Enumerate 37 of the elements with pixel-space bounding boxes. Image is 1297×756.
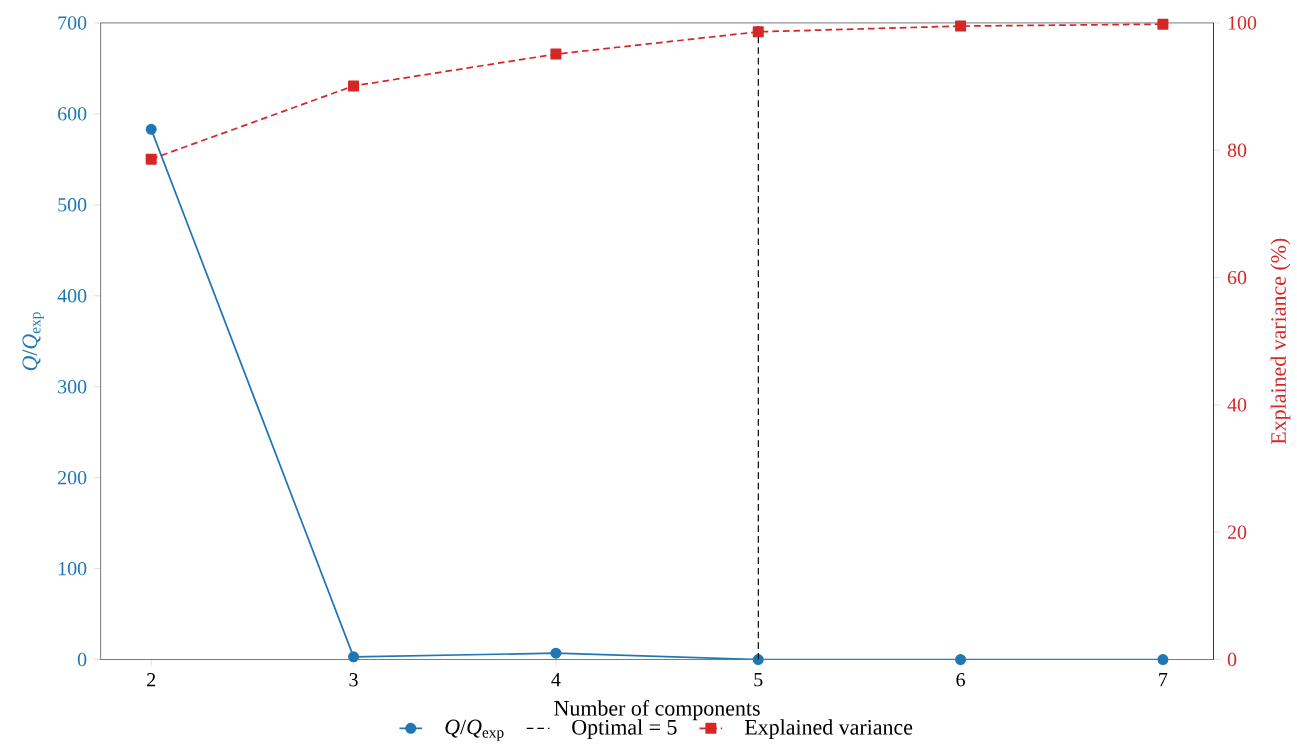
y2-tick-label: 0 (1227, 652, 1237, 667)
x-tick-label: 3 (349, 673, 358, 687)
x-tick-label: 4 (551, 673, 561, 687)
point (348, 651, 360, 663)
x-tick-label: 5 (754, 673, 763, 687)
point (145, 153, 157, 165)
point (955, 20, 967, 32)
y2-tick-label: 20 (1227, 525, 1247, 539)
y-tick-label: 0 (77, 652, 87, 667)
x-tick-label: 2 (147, 673, 156, 687)
point (550, 48, 562, 60)
y-tick-label: 300 (58, 379, 87, 394)
point (752, 653, 764, 665)
y-tick-label: 700 (58, 16, 87, 30)
y2-tick-label: 60 (1227, 270, 1247, 285)
y2-tick-label: 40 (1227, 398, 1247, 412)
point (752, 26, 764, 38)
legend-label: Q/Q$_{exp}$ (445, 719, 504, 741)
y2-axis-title: Explained variance (%) (1270, 238, 1291, 444)
y-tick-label: 200 (58, 470, 87, 485)
y-axis-title: Q/Q$_{exp}$ (22, 312, 44, 371)
point (955, 653, 967, 665)
legend-label: Explained variance (744, 719, 913, 740)
y2-tick-label: 80 (1227, 143, 1247, 157)
point (1157, 653, 1169, 665)
x-tick-label: 7 (1159, 673, 1168, 687)
legend-label: Optimal = 5 (572, 719, 677, 740)
x-tick-label: 6 (956, 673, 965, 687)
y-tick-label: 100 (58, 561, 87, 576)
point (145, 123, 157, 135)
y-tick-label: 500 (58, 197, 87, 212)
y2-tick-label: 100 (1228, 16, 1257, 30)
y-tick-label: 400 (57, 288, 87, 303)
point (348, 80, 360, 92)
point (1157, 18, 1169, 30)
y-tick-label: 600 (58, 107, 87, 121)
point (550, 647, 562, 659)
